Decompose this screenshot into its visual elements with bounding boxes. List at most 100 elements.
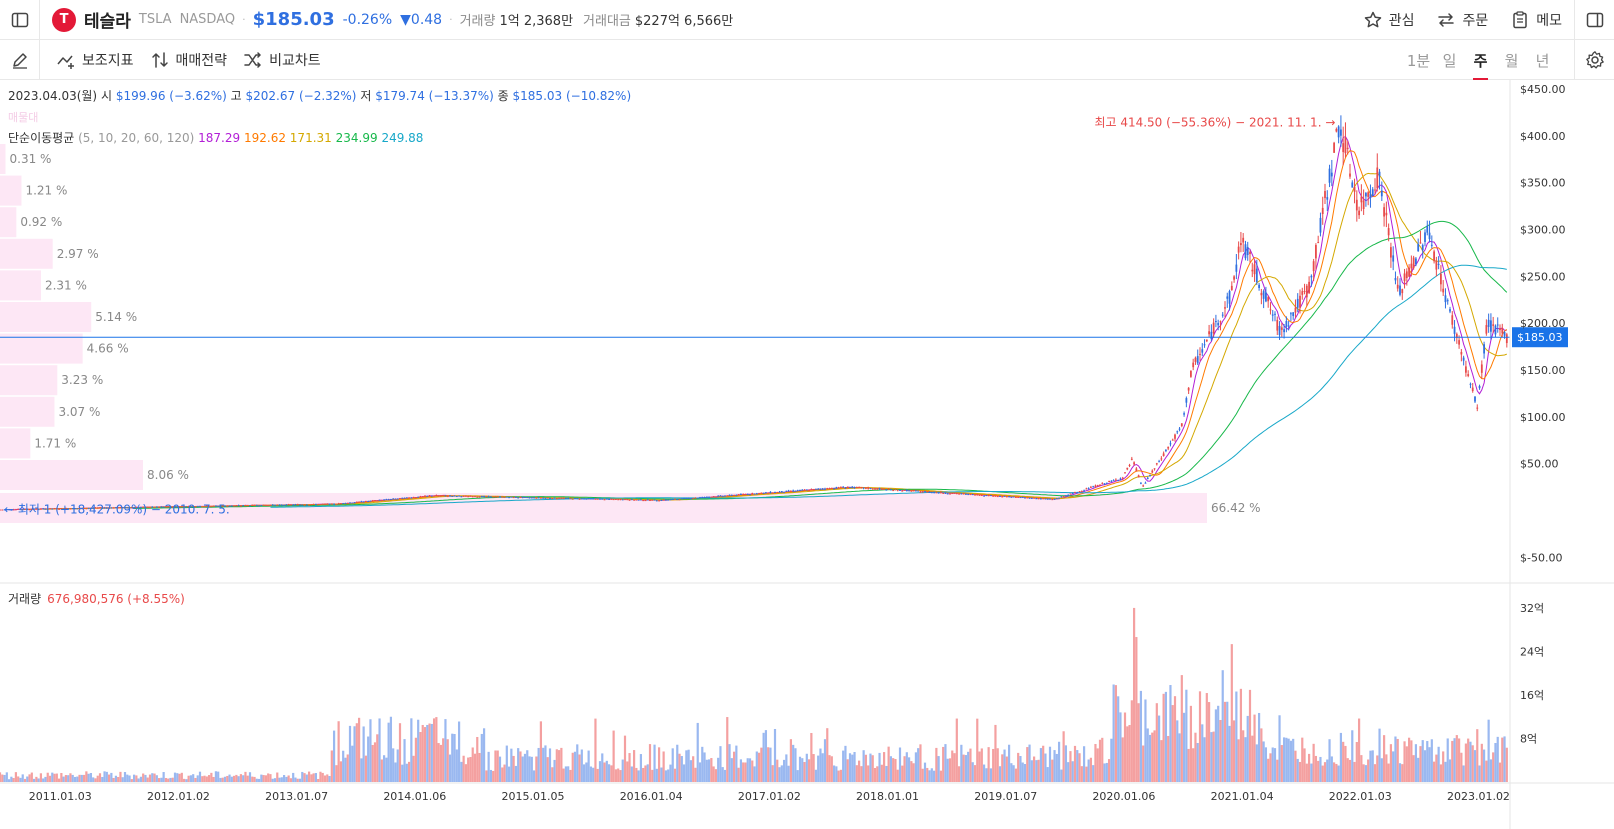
- volume-tick-label: 24억: [1520, 645, 1544, 658]
- volume-bar: [960, 744, 963, 782]
- memo-button[interactable]: 메모: [1510, 10, 1562, 30]
- volume-bar: [694, 767, 697, 782]
- candle-body: [144, 506, 147, 508]
- candle-body: [269, 504, 272, 506]
- volume-bar: [1451, 740, 1454, 782]
- candle-body: [255, 505, 258, 507]
- candle-body: [1117, 479, 1120, 481]
- candle-body: [846, 487, 849, 489]
- price-tick-label: $200.00: [1520, 317, 1566, 330]
- candle-body: [1124, 472, 1126, 474]
- volume-bar: [646, 764, 649, 782]
- candle-body: [180, 506, 183, 508]
- volume-bar: [848, 753, 852, 782]
- candle-body: [1460, 351, 1463, 355]
- candle-body: [1444, 295, 1447, 303]
- candle-body: [685, 497, 688, 499]
- volume-bar: [585, 762, 588, 782]
- candle-body: [196, 506, 199, 508]
- candle-body: [1078, 491, 1081, 493]
- candle-body: [967, 493, 970, 495]
- candle-body: [919, 491, 922, 493]
- volume-bar: [753, 766, 756, 782]
- order-button[interactable]: 주문: [1436, 10, 1488, 30]
- volume-bar: [364, 755, 368, 782]
- volume-bar: [357, 717, 361, 782]
- volume-bar: [648, 744, 652, 782]
- volume-bar: [1323, 762, 1327, 782]
- candle-body: [553, 497, 556, 499]
- date-tick-label: 2017.01.02: [738, 790, 801, 803]
- candle-body: [1171, 439, 1174, 441]
- candle-body: [1376, 167, 1379, 189]
- candle-body: [537, 497, 540, 499]
- chart-settings-button[interactable]: [1574, 40, 1614, 80]
- candle-body: [987, 495, 990, 497]
- chart-toolbar: 보조지표 매매전략 비교차트 1분 일 주 월 년: [0, 39, 1614, 80]
- candle-body: [224, 505, 226, 507]
- candle-body: [1271, 314, 1274, 316]
- volume-bar: [521, 756, 524, 782]
- volume-bar: [807, 759, 811, 782]
- watchlist-button[interactable]: 관심: [1363, 10, 1415, 30]
- volume-profile-bar: [0, 302, 92, 332]
- strategy-button[interactable]: 매매전략: [150, 50, 227, 70]
- volume-bar: [339, 761, 343, 782]
- candle-body: [283, 504, 285, 506]
- right-panel-toggle-button[interactable]: [1574, 0, 1614, 40]
- candle-body: [1262, 291, 1265, 299]
- candle-body: [983, 495, 985, 497]
- candle-body: [471, 496, 474, 498]
- volume-bar: [430, 723, 433, 782]
- candle-body: [1485, 325, 1488, 334]
- volume-bar: [360, 758, 363, 782]
- period-week[interactable]: 주: [1465, 40, 1496, 80]
- moving-average-legend[interactable]: 단순이동평균 (5, 10, 20, 60, 120) 187.29 192.6…: [8, 129, 423, 146]
- volume-bar: [130, 779, 133, 782]
- volume-bar: [1189, 705, 1193, 782]
- volume-bar: [1137, 703, 1140, 782]
- watchlist-label: 관심: [1388, 13, 1415, 29]
- volume-bar: [739, 759, 743, 782]
- all-time-low-label: ← 최저 1 (+18,427.09%) − 2010. 7. 5.: [4, 503, 230, 517]
- candle-body: [251, 504, 254, 506]
- volume-bar: [985, 768, 988, 782]
- candle-body: [535, 497, 538, 499]
- candle-body: [330, 503, 333, 505]
- candle-body: [1294, 307, 1297, 313]
- volume-tick-label: 8억: [1520, 732, 1537, 745]
- volume-bar: [935, 747, 938, 782]
- volume-bar: [1187, 748, 1190, 782]
- candle-body: [228, 505, 231, 507]
- volume-profile-label: 4.66 %: [87, 342, 129, 356]
- candle-body: [12, 509, 15, 511]
- volume-bar: [1292, 738, 1295, 782]
- volume-bar: [94, 778, 97, 782]
- price-volume-chart[interactable]: 0.31 % 1.21 % 0.92 % 2.97 % 2.31 % 5.14 % 4.66…: [0, 80, 1614, 829]
- candle-body: [962, 493, 965, 495]
- volume-bar: [1139, 690, 1143, 782]
- compare-chart-button[interactable]: 비교차트: [243, 50, 321, 70]
- candle-body: [1449, 309, 1451, 312]
- period-year[interactable]: 년: [1535, 51, 1550, 70]
- volume-bar: [1328, 739, 1331, 782]
- candle-body: [1024, 497, 1026, 499]
- candle-body: [169, 506, 172, 508]
- candle-body: [212, 505, 215, 507]
- candle-body: [1230, 285, 1233, 291]
- period-day[interactable]: 일: [1442, 51, 1457, 70]
- volume-bar: [253, 776, 256, 782]
- volume-bar: [1062, 731, 1065, 782]
- volume-bar: [917, 748, 920, 782]
- indicator-button[interactable]: 보조지표: [56, 50, 134, 70]
- candle-body: [699, 497, 701, 499]
- period-month[interactable]: 월: [1504, 51, 1519, 70]
- period-1min[interactable]: 1분: [1406, 51, 1431, 70]
- candle-body: [1330, 172, 1333, 177]
- drawing-tool-button[interactable]: [0, 39, 40, 80]
- sidebar-toggle-button[interactable]: [0, 0, 40, 40]
- volume-bar: [189, 775, 193, 782]
- volume-bar: [701, 746, 704, 782]
- volume-bar: [73, 776, 77, 782]
- candle-body: [80, 507, 83, 509]
